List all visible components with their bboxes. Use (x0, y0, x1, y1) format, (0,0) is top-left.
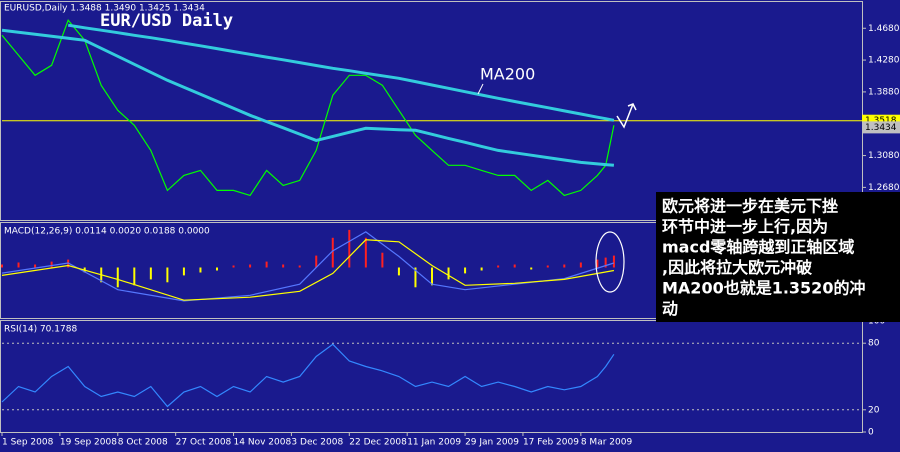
note-box (656, 192, 900, 322)
macd-title: MACD(12,26,9) 0.0114 0.0020 0.0188 0.000… (4, 227, 210, 237)
note-line: macd零轴跨越到正轴区域 (662, 238, 854, 257)
histogram-bar (249, 264, 252, 268)
histogram-bar (298, 265, 301, 268)
histogram-bar (579, 262, 582, 268)
series-line (1, 239, 615, 301)
histogram-bar (315, 255, 318, 268)
note-line: 环节中进一步上行,因为 (662, 217, 828, 236)
x-tick-label: 3 Dec 2008 (291, 438, 343, 448)
histogram-bar (166, 267, 169, 283)
y-tick-label: 1.4680 (868, 24, 900, 34)
histogram-bar (612, 255, 615, 268)
chart-heading: EUR/USD Daily (100, 11, 233, 31)
highlight-ellipse (595, 231, 625, 293)
histogram-bar (563, 264, 566, 268)
y-tick-label: 1.3080 (868, 151, 900, 161)
ma200-annotation: MA200 (480, 65, 535, 84)
histogram-bar (182, 267, 185, 276)
y-tick-label: 0 (868, 428, 874, 438)
series-line (67, 23, 615, 122)
y-tick-label: 20 (868, 405, 880, 415)
x-tick-label: 19 Sep 2008 (60, 438, 117, 448)
histogram-bar (530, 267, 533, 270)
histogram-bar (265, 261, 268, 268)
histogram-bar (364, 237, 367, 268)
level-label: 1.3518 (865, 116, 897, 126)
histogram-bar (604, 257, 607, 268)
x-tick-label: 29 Jan 2009 (465, 438, 519, 448)
note-line: MA200也就是1.3520的冲 (662, 279, 865, 298)
x-tick-label: 8 Oct 2008 (118, 438, 168, 448)
histogram-bar (216, 267, 218, 271)
x-tick-label: 17 Feb 2009 (523, 438, 579, 448)
histogram-bar (133, 267, 136, 286)
annotation-pointer (477, 83, 484, 95)
histogram-bar (331, 237, 334, 268)
series-line (1, 231, 615, 302)
histogram-bar (116, 267, 119, 288)
histogram-bar (348, 229, 351, 268)
histogram-bar (199, 267, 202, 273)
histogram-bar (480, 267, 483, 271)
note-line: ,因此将拉大欧元冲破 (662, 258, 812, 277)
histogram-bar (50, 261, 53, 268)
histogram-bar (513, 264, 516, 268)
histogram-bar (431, 267, 433, 286)
histogram-bar (381, 252, 384, 268)
arrow (616, 103, 637, 129)
note-line: 动 (662, 299, 678, 318)
series-line (1, 19, 615, 197)
price-title: EURUSD,Daily 1.3488 1.3490 1.3425 1.3434 (4, 4, 205, 14)
x-tick-label: 27 Oct 2008 (176, 438, 232, 448)
note-line: 欧元将进一步在美元下挫 (662, 197, 838, 216)
rsi-panel (0, 320, 863, 433)
series-line (1, 343, 615, 408)
y-tick-label: 1.2680 (868, 183, 900, 193)
last-price-label: 1.3434 (865, 123, 897, 133)
histogram-bar (149, 267, 152, 280)
histogram-bar (464, 267, 467, 274)
histogram-bar (397, 267, 400, 276)
y-tick-label: 80 (868, 339, 880, 349)
histogram-bar (232, 265, 235, 268)
y-tick-label: 1.4280 (868, 56, 900, 66)
histogram-bar (1, 264, 3, 268)
histogram-bar (596, 259, 599, 268)
x-tick-label: 14 Nov 2008 (234, 438, 292, 448)
x-tick-label: 22 Dec 2008 (349, 438, 407, 448)
histogram-bar (34, 264, 37, 268)
histogram-bar (282, 264, 285, 268)
histogram-bar (546, 265, 549, 268)
x-tick-label: 11 Jan 2009 (407, 438, 461, 448)
histogram-bar (414, 267, 417, 288)
histogram-bar (497, 265, 500, 268)
x-tick-label: 1 Sep 2008 (2, 438, 54, 448)
rsi-title: RSI(14) 70.1788 (4, 325, 77, 335)
histogram-bar (17, 262, 20, 268)
last-price-box (862, 121, 900, 134)
histogram-bar (447, 267, 450, 280)
series-line (1, 28, 615, 167)
y-tick-label: 1.3880 (868, 87, 900, 97)
price-panel (0, 1, 863, 221)
x-tick-label: 8 Mar 2009 (581, 438, 633, 448)
